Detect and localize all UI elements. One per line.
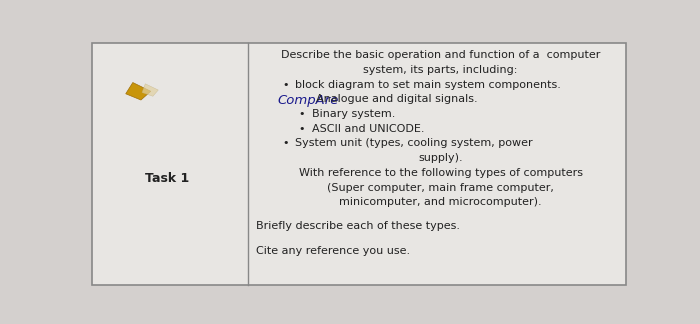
Text: System unit (types, cooling system, power: System unit (types, cooling system, powe… [295,138,533,148]
Text: Analogue and digital signals.: Analogue and digital signals. [316,94,478,104]
Text: Cite any reference you use.: Cite any reference you use. [256,246,410,256]
FancyBboxPatch shape [92,43,626,284]
Text: ASCII and UNICODE.: ASCII and UNICODE. [312,124,424,134]
Text: minicomputer, and microcomputer).: minicomputer, and microcomputer). [340,197,542,207]
Text: block diagram to set main system components.: block diagram to set main system compone… [295,80,561,89]
Text: system, its parts, including:: system, its parts, including: [363,65,518,75]
Text: CompAre: CompAre [277,94,339,107]
Polygon shape [142,84,158,96]
Text: Briefly describe each of these types.: Briefly describe each of these types. [256,222,460,232]
Text: Binary system.: Binary system. [312,109,395,119]
Text: With reference to the following types of computers: With reference to the following types of… [299,168,582,178]
Text: supply).: supply). [419,153,463,163]
Text: Describe the basic operation and function of a  computer: Describe the basic operation and functio… [281,50,601,60]
Text: •: • [298,109,305,119]
Text: •: • [282,138,289,148]
Text: •: • [298,124,305,134]
Text: •: • [282,80,289,89]
Text: Task 1: Task 1 [146,172,190,185]
Polygon shape [126,83,150,100]
Text: (Super computer, main frame computer,: (Super computer, main frame computer, [327,183,554,192]
